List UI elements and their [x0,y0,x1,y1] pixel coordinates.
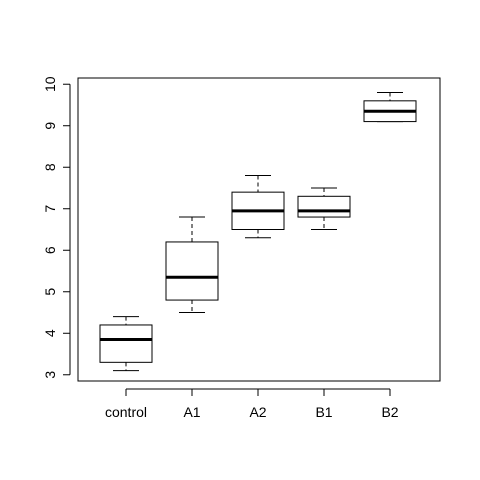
x-tick-label-B1: B1 [315,404,332,420]
plot-area [99,92,417,372]
x-tick-label-B2: B2 [381,404,398,420]
y-tick-label: 4 [42,329,58,337]
y-tick-label: 9 [42,122,58,130]
plot-frame [77,77,441,382]
x-tick-label-control: control [105,404,147,420]
box-A2 [231,175,285,239]
x-tick-label-A2: A2 [249,404,266,420]
x-axis: control A1 A2 B1 B2 [105,388,399,420]
y-tick-label: 6 [42,246,58,254]
y-tick-label: 5 [42,288,58,296]
y-tick-label: 10 [42,76,58,92]
y-axis: 3 4 5 6 7 8 9 10 [42,76,71,379]
box-control [99,316,153,372]
iqr-box [297,195,351,218]
box-A1 [165,216,219,314]
iqr-box [99,324,153,363]
y-tick-label: 8 [42,163,58,171]
iqr-box [165,241,219,301]
y-tick-label: 3 [42,371,58,379]
x-tick-label-A1: A1 [183,404,200,420]
y-tick-label: 7 [42,205,58,213]
box-B1 [297,187,351,230]
box-B2 [363,92,417,123]
